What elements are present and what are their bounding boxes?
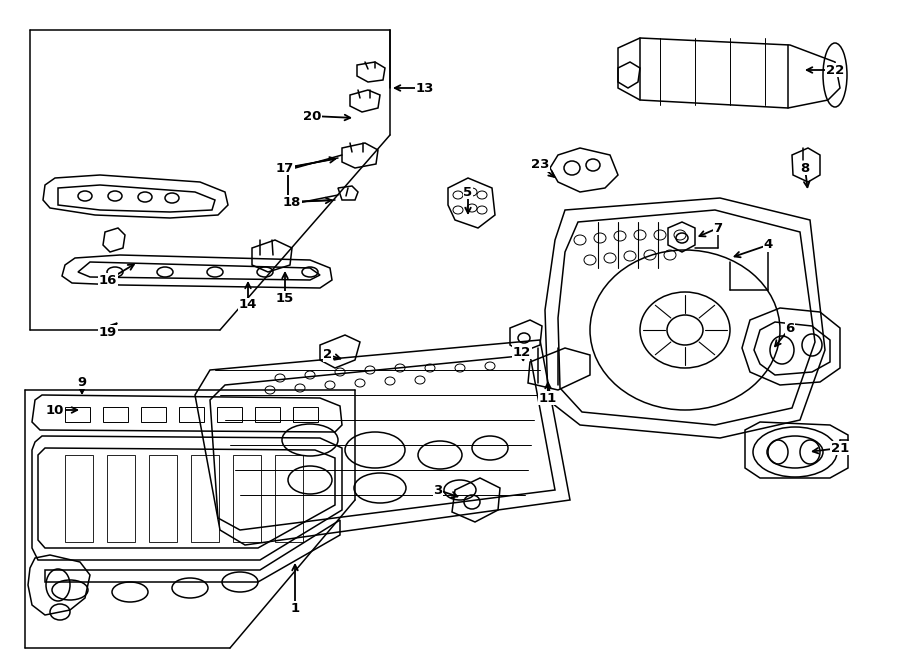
Text: 19: 19	[99, 325, 117, 338]
Text: 2: 2	[323, 348, 333, 362]
Text: 6: 6	[786, 321, 795, 334]
Text: 3: 3	[434, 483, 443, 496]
Text: 1: 1	[291, 602, 300, 615]
Text: 14: 14	[238, 299, 257, 311]
Text: 23: 23	[531, 159, 549, 171]
Text: 20: 20	[302, 110, 321, 122]
Text: 10: 10	[46, 403, 64, 416]
Text: 9: 9	[77, 375, 86, 389]
Text: 5: 5	[464, 186, 472, 198]
Text: 18: 18	[283, 196, 302, 208]
Text: 13: 13	[416, 81, 434, 95]
Text: 12: 12	[513, 346, 531, 358]
Text: 15: 15	[276, 292, 294, 305]
Text: 22: 22	[826, 63, 844, 77]
Text: 11: 11	[539, 391, 557, 405]
Text: 7: 7	[714, 221, 723, 235]
Text: 21: 21	[831, 442, 849, 455]
Text: 4: 4	[763, 239, 772, 251]
Text: 17: 17	[276, 161, 294, 175]
Text: 16: 16	[99, 274, 117, 286]
Text: 8: 8	[800, 161, 810, 175]
